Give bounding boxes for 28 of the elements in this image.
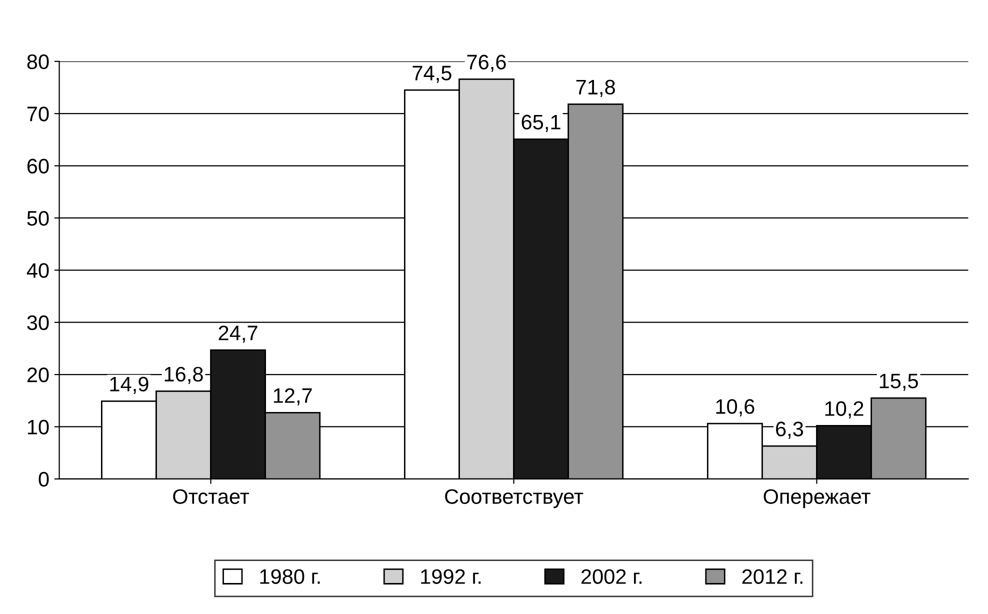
legend-label: 1992 г. <box>421 569 481 584</box>
data-label: 65,1 <box>522 114 560 132</box>
x-tick-label: Отстает <box>173 489 250 504</box>
y-tick-label: 20 <box>27 368 49 382</box>
y-tick-label: 40 <box>26 263 49 278</box>
y-tick-label: 70 <box>27 106 49 122</box>
data-label: 10,2 <box>825 401 864 418</box>
data-label: 76,6 <box>467 54 506 72</box>
data-label: 12,7 <box>274 388 312 406</box>
y-tick-label: 10 <box>28 420 49 434</box>
y-tick-label: 80 <box>27 54 49 70</box>
legend-label: 2012 г. <box>742 569 802 584</box>
legend-label: 2002 г. <box>581 569 642 584</box>
data-label: 74,5 <box>412 66 452 83</box>
data-label: 16,8 <box>164 366 203 384</box>
data-label: 14,9 <box>110 376 148 394</box>
data-label: 24,7 <box>218 326 258 343</box>
data-label: 71,8 <box>576 80 615 97</box>
x-tick-label: Опережает <box>764 489 870 508</box>
y-tick-label: 0 <box>38 472 49 487</box>
y-tick-label: 60 <box>27 158 49 174</box>
data-label: 10,6 <box>716 399 754 416</box>
y-tick-label: 30 <box>27 315 49 330</box>
data-label: 15,5 <box>880 374 918 391</box>
y-tick-label: 50 <box>27 210 49 226</box>
x-tick-label: Соответствует <box>445 489 584 508</box>
legend-label: 1980 г. <box>260 569 320 584</box>
data-label: 6,3 <box>776 422 804 439</box>
